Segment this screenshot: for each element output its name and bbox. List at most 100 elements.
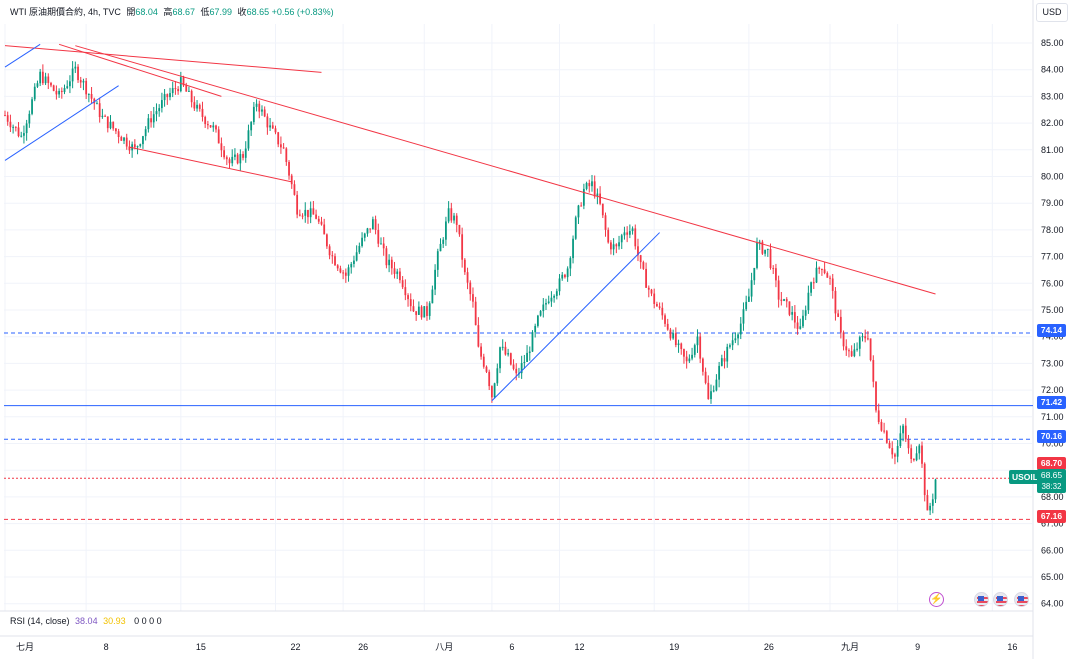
candle-body — [685, 356, 688, 362]
candle-body — [155, 111, 158, 115]
candle-body — [225, 157, 228, 160]
candle-body — [228, 159, 231, 164]
candle-body — [123, 137, 125, 141]
open-value: 68.04 — [135, 7, 158, 17]
candle-body — [566, 268, 569, 278]
candle-body — [328, 246, 331, 256]
currency-button[interactable]: USD — [1036, 3, 1068, 22]
candle-body — [593, 181, 596, 197]
lightning-icon[interactable]: ⚡ — [929, 592, 944, 607]
candle-body — [420, 306, 423, 318]
candle-body — [821, 269, 823, 271]
candle-body — [921, 445, 923, 464]
candle-body — [777, 280, 780, 300]
candle-body — [412, 306, 415, 312]
candle-body — [212, 125, 215, 128]
candle-body — [615, 244, 618, 247]
candle-body — [196, 104, 198, 109]
candle-body — [66, 86, 69, 89]
candle-body — [834, 290, 837, 314]
candle-body — [747, 296, 750, 302]
candle-body — [101, 115, 104, 118]
candle-body — [501, 346, 504, 348]
candle-body — [883, 430, 886, 432]
candle-body — [696, 336, 699, 346]
candle-body — [361, 237, 363, 246]
candle-body — [307, 209, 309, 218]
candle-body — [491, 386, 493, 398]
candle-body — [363, 233, 366, 238]
candle-body — [417, 306, 420, 315]
candle-body — [729, 345, 731, 347]
candle-body — [209, 125, 212, 128]
candle-body — [680, 343, 683, 350]
candle-body — [894, 454, 896, 457]
candle-body — [252, 106, 255, 123]
candle-body — [261, 109, 263, 112]
candle-body — [737, 334, 739, 339]
candle-body — [823, 269, 826, 274]
candle-body — [201, 108, 204, 117]
candle-body — [112, 121, 115, 129]
candle-body — [231, 156, 234, 164]
candle-body — [125, 137, 128, 147]
candle-body — [342, 272, 345, 274]
candle-body — [399, 271, 401, 281]
open-label: 開 — [126, 7, 136, 17]
candle-body — [783, 299, 785, 301]
candle-body — [69, 81, 71, 87]
candle-body — [756, 242, 758, 268]
candle-body — [591, 181, 593, 187]
candle-body — [526, 352, 528, 362]
y-tick-label: 83.00 — [1041, 91, 1064, 101]
candle-body — [772, 268, 775, 270]
candle-body — [50, 82, 52, 86]
candle-body — [691, 354, 693, 359]
candle-body — [247, 130, 250, 149]
x-tick-label: 8 — [104, 642, 109, 652]
candle-body — [136, 146, 139, 148]
candle-body — [77, 66, 79, 81]
candle-body — [385, 248, 388, 266]
y-tick-label: 72.00 — [1041, 385, 1064, 395]
candle-body — [472, 294, 474, 302]
y-tick-label: 75.00 — [1041, 305, 1064, 315]
candle-body — [523, 361, 526, 364]
candle-body — [85, 80, 88, 95]
y-tick-label: 64.00 — [1041, 599, 1064, 609]
candle-body — [485, 366, 488, 372]
candle-body — [74, 66, 77, 69]
candle-body — [290, 175, 293, 185]
y-tick-label: 71.00 — [1041, 412, 1064, 422]
candle-body — [482, 356, 485, 367]
rsi-legend[interactable]: RSI (14, close) 38.04 30.93 0 0 0 0 — [10, 616, 162, 626]
candle-body — [139, 144, 142, 147]
candle-body — [339, 268, 342, 273]
us-flag-icon[interactable] — [1014, 592, 1029, 607]
candle-body — [477, 325, 480, 347]
candle-body — [288, 161, 290, 176]
y-tick-label: 79.00 — [1041, 198, 1064, 208]
trendline — [4, 45, 322, 73]
candle-body — [802, 315, 804, 327]
close-value: 68.65 — [246, 7, 270, 17]
candle-body — [885, 431, 888, 443]
candle-body — [775, 268, 777, 281]
candle-body — [60, 90, 63, 93]
candle-body — [106, 116, 109, 129]
candle-body — [401, 280, 404, 288]
candle-body — [810, 282, 812, 293]
candle-body — [799, 326, 802, 329]
us-flag-icon[interactable] — [974, 592, 989, 607]
candle-body — [577, 205, 580, 218]
candle-body — [745, 301, 748, 310]
candle-body — [293, 184, 296, 195]
candle-body — [620, 235, 623, 243]
candle-body — [96, 103, 98, 105]
candle-body — [463, 259, 466, 273]
candle-body — [236, 154, 239, 164]
candle-body — [390, 259, 393, 269]
candle-body — [582, 188, 585, 206]
us-flag-icon[interactable] — [993, 592, 1008, 607]
